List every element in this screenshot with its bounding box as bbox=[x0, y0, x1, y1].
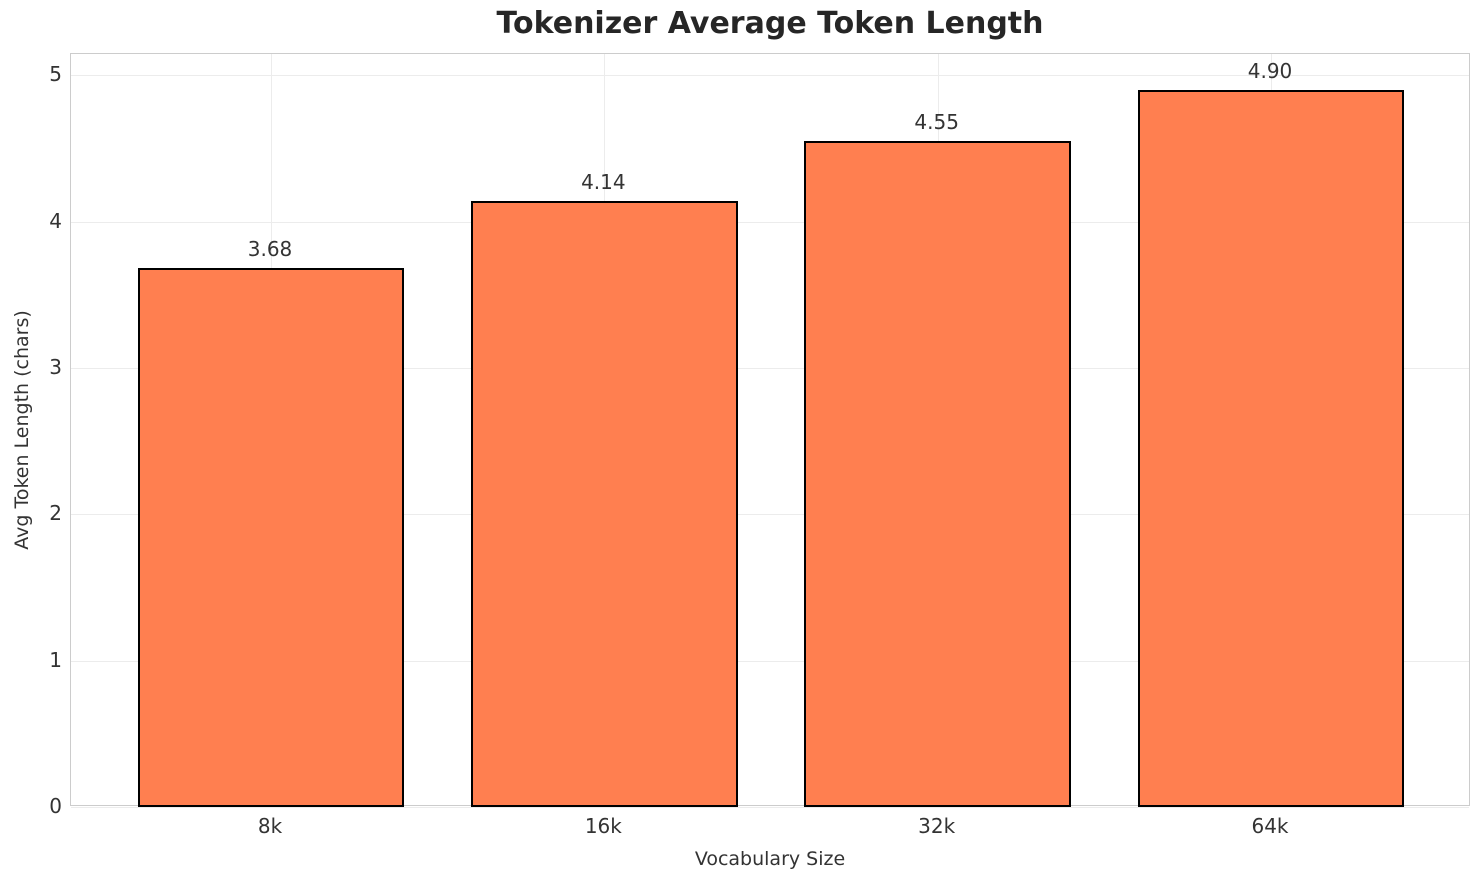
bar-value-label: 3.68 bbox=[247, 237, 293, 262]
bar-value-label: 4.90 bbox=[1247, 58, 1293, 83]
y-tick-label: 1 bbox=[49, 647, 62, 672]
bar-32k bbox=[804, 141, 1071, 807]
h-gridline bbox=[71, 660, 1469, 662]
h-gridline bbox=[71, 75, 1469, 77]
bar-value-label: 4.14 bbox=[581, 170, 626, 195]
x-tick-label: 64k bbox=[1251, 814, 1289, 838]
bar-value-label: 4.55 bbox=[914, 110, 959, 135]
y-tick-label: 3 bbox=[49, 354, 62, 379]
y-tick-label: 2 bbox=[49, 501, 62, 526]
h-gridline bbox=[71, 807, 1469, 808]
y-axis-label: Avg Token Length (chars) bbox=[11, 310, 33, 550]
bar-16k bbox=[471, 201, 738, 807]
x-axis-label: Vocabulary Size bbox=[694, 848, 846, 870]
h-gridline bbox=[71, 367, 1469, 369]
h-gridline bbox=[71, 221, 1469, 223]
y-tick-label: 5 bbox=[49, 62, 62, 87]
x-tick-label: 16k bbox=[584, 814, 622, 838]
y-tick-label: 0 bbox=[49, 794, 62, 818]
h-gridline bbox=[71, 514, 1469, 516]
x-tick-label: 8k bbox=[257, 814, 283, 838]
y-tick-label: 4 bbox=[49, 208, 62, 233]
plot-area bbox=[70, 53, 1470, 808]
chart-title: Tokenizer Average Token Length bbox=[496, 6, 1044, 41]
bar-64k bbox=[1137, 89, 1405, 807]
bar-8k bbox=[137, 268, 405, 807]
x-tick-label: 32k bbox=[918, 814, 956, 838]
